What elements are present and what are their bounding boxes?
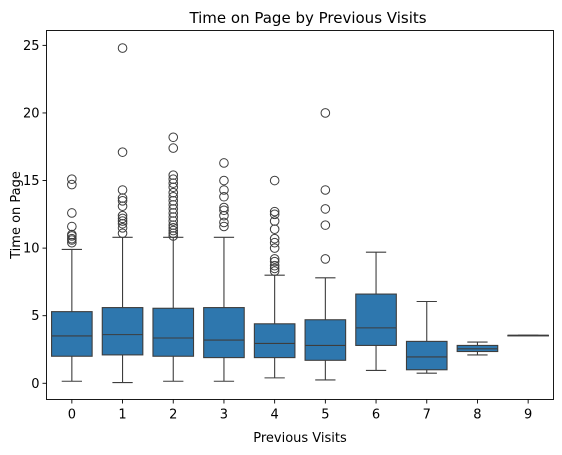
chart-title: Time on Page by Previous Visits: [188, 9, 426, 27]
outlier-point: [269, 260, 280, 271]
box-iqr: [304, 319, 347, 361]
outlier-point: [117, 210, 128, 221]
x-axis: 0 1 2 3 4 5 6 7 8 9: [68, 399, 532, 423]
outlier-point: [320, 220, 331, 230]
box-iqr: [152, 307, 195, 357]
outlier-point: [117, 216, 128, 226]
outlier-point: [117, 223, 128, 233]
box-iqr: [101, 307, 144, 356]
outlier-point: [219, 221, 229, 232]
box-iqr: [405, 340, 448, 371]
y-tick-label: 5: [31, 309, 39, 324]
y-axis: 0 5 10 15 20 25: [23, 39, 47, 392]
outlier-point: [168, 170, 179, 180]
x-tick-label: 9: [524, 408, 532, 423]
box-group-0: [51, 174, 93, 382]
outlier-point: [320, 108, 331, 118]
box-group-8: [456, 341, 499, 356]
outlier-point: [269, 263, 280, 274]
outlier-point: [269, 209, 280, 220]
outlier-point: [219, 205, 229, 216]
box-group-5: [304, 108, 347, 381]
x-tick-label: 0: [68, 408, 76, 423]
y-tick-label: 25: [23, 39, 40, 54]
outlier-point: [219, 175, 229, 186]
box-group-6: [355, 251, 397, 371]
outlier-point: [67, 179, 77, 190]
outlier-point: [269, 266, 280, 276]
box-group-2: [152, 132, 195, 382]
outlier-point: [117, 196, 128, 206]
plot-frame: [46, 30, 554, 400]
outlier-point: [269, 256, 280, 267]
x-tick-label: 8: [473, 408, 481, 423]
outlier-point: [269, 233, 280, 244]
x-axis-label: Previous Visits: [253, 431, 347, 446]
outlier-point: [269, 175, 280, 186]
outlier-point: [219, 158, 229, 168]
outlier-point: [168, 223, 179, 233]
x-tick-label: 6: [372, 408, 380, 423]
outlier-point: [67, 221, 77, 232]
box-iqr: [253, 323, 296, 359]
box-group-1: [101, 43, 144, 384]
outlier-point: [269, 224, 280, 234]
box-group-7: [405, 300, 448, 374]
y-tick-label: 10: [23, 242, 40, 257]
box-iqr: [203, 307, 245, 359]
box-group-4: [253, 175, 296, 379]
y-tick-label: 20: [23, 106, 40, 121]
x-tick-label: 1: [118, 408, 126, 423]
box-group-3: [203, 158, 245, 382]
x-tick-label: 7: [423, 408, 431, 423]
outlier-point: [219, 202, 229, 213]
outlier-point: [219, 191, 229, 202]
outlier-point: [67, 174, 77, 184]
box-iqr: [355, 293, 397, 346]
y-axis-label: Time on Page: [9, 171, 24, 260]
outlier-point: [168, 174, 179, 184]
plot-area: [51, 43, 549, 384]
outlier-point: [117, 185, 128, 195]
outlier-point: [117, 213, 128, 224]
outlier-point: [117, 147, 128, 157]
x-tick-label: 5: [321, 408, 329, 423]
outlier-point: [269, 237, 280, 248]
outlier-point: [269, 243, 280, 253]
outlier-point: [117, 43, 128, 53]
outlier-point: [168, 187, 179, 198]
outlier-point: [269, 216, 280, 226]
outlier-point: [168, 191, 179, 202]
y-tick-label: 0: [31, 377, 39, 392]
x-tick-label: 2: [169, 408, 177, 423]
outlier-point: [117, 228, 128, 239]
box-iqr: [51, 311, 93, 357]
outlier-point: [219, 217, 229, 228]
outlier-point: [219, 185, 229, 195]
box-group-9: [507, 334, 549, 337]
x-tick-label: 3: [220, 408, 228, 423]
outlier-point: [67, 208, 77, 218]
outlier-point: [67, 233, 77, 244]
outlier-point: [269, 254, 280, 264]
x-tick-label: 4: [271, 408, 279, 423]
outlier-point: [269, 206, 280, 217]
outlier-point: [168, 143, 179, 153]
outlier-point: [168, 132, 179, 143]
outlier-point: [320, 254, 331, 264]
y-tick-label: 15: [23, 174, 40, 189]
outlier-point: [320, 204, 331, 214]
outlier-point: [320, 185, 331, 195]
outlier-point: [168, 225, 179, 236]
